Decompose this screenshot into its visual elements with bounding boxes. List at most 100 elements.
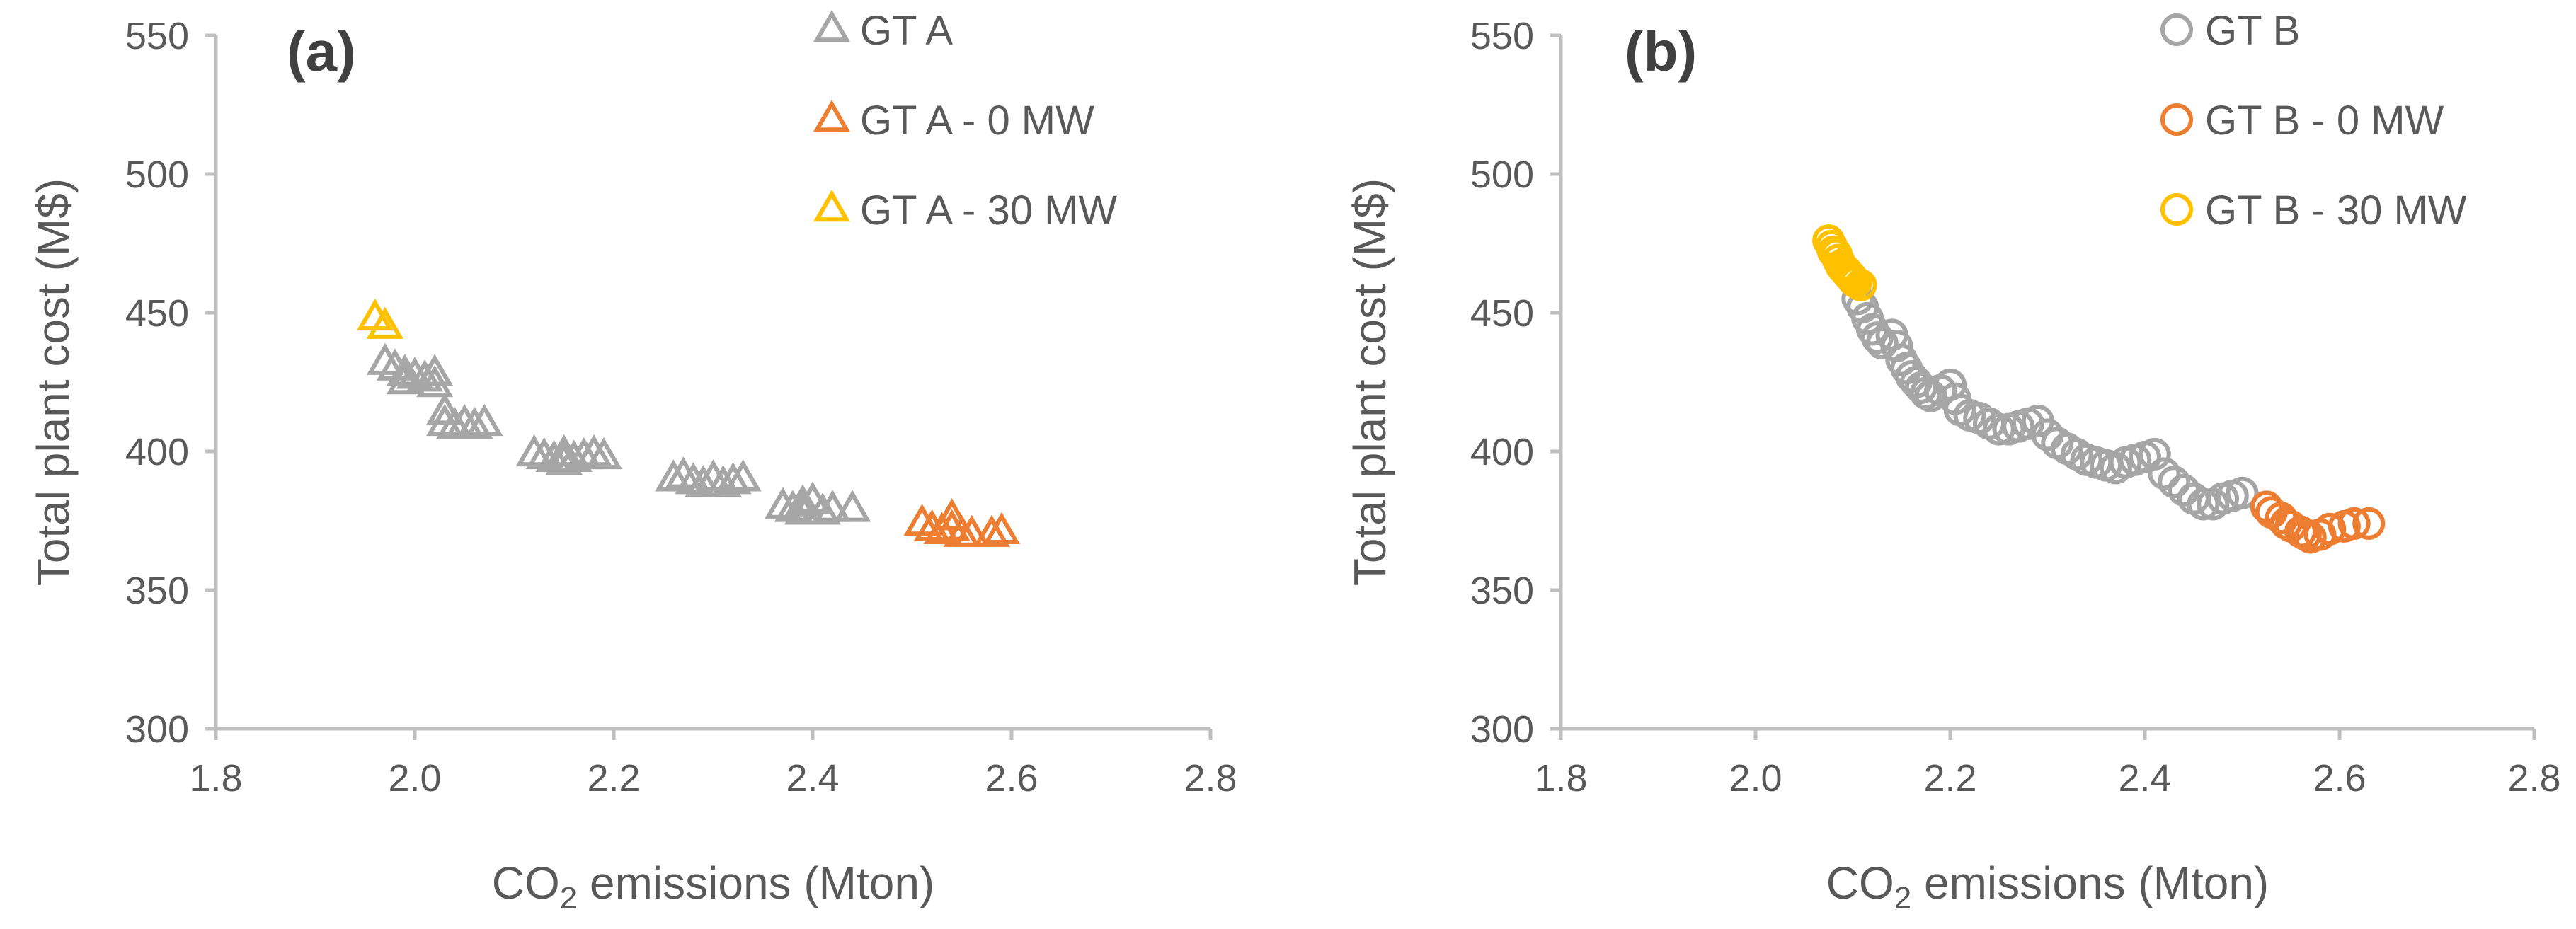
y-tick-label: 500 (1470, 154, 1534, 196)
data-point (973, 514, 1010, 547)
data-point (366, 306, 403, 339)
panel-label: (b) (1625, 20, 1697, 83)
x-tick-label: 2.2 (587, 757, 640, 800)
x-tick-label: 1.8 (189, 757, 242, 800)
data-point (724, 459, 762, 492)
data-point (575, 434, 612, 467)
x-axis-title: CO2 emissions (Mton) (492, 858, 934, 916)
y-tick-label: 350 (125, 570, 189, 612)
legend-label: GT A - 0 MW (860, 98, 1094, 144)
data-point (426, 393, 464, 425)
y-axis-title: Total plant cost (M$) (1344, 178, 1395, 586)
legend-marker (2160, 193, 2193, 226)
data-point (685, 465, 722, 497)
legend-label: GT B (2205, 8, 2300, 54)
legend-marker (813, 189, 851, 222)
data-point (2352, 507, 2386, 540)
x-tick-label: 1.8 (1534, 757, 1587, 800)
y-tick-label: 300 (1470, 708, 1534, 751)
series-0 (366, 342, 871, 525)
data-point (2313, 512, 2347, 546)
data-point (675, 462, 712, 495)
data-point (2158, 466, 2191, 499)
series-2 (356, 298, 403, 339)
y-axis-title: Total plant cost (M$) (28, 178, 79, 586)
y-tick-label: 400 (1470, 431, 1534, 473)
legend-marker (2160, 13, 2193, 46)
x-tick-label: 2.0 (1729, 757, 1782, 800)
y-tick-label: 500 (125, 154, 189, 196)
data-point (515, 434, 553, 467)
data-point (1836, 262, 1870, 296)
chart-panel-a: 300 350 400 450 500 550 1.8 2.0 2.2 2.4 2.6 2.8 Tota… (28, 8, 1237, 916)
x-tick-label: 2.8 (2507, 757, 2560, 800)
data-point (1860, 321, 1894, 354)
y-tick-label: 450 (1470, 292, 1534, 335)
legend-marker (813, 9, 851, 42)
data-point (456, 406, 493, 439)
x-axis-title-suffix: emissions (Mton) (1911, 858, 2269, 908)
x-axis-title-subscript: 2 (560, 881, 577, 916)
data-point (386, 362, 424, 395)
y-tick-label: 550 (1470, 15, 1534, 57)
x-axis-title-prefix: CO (1826, 858, 1894, 908)
data-point (983, 512, 1021, 544)
data-point (416, 354, 454, 386)
data-point (426, 403, 464, 437)
legend-label: GT A (860, 8, 953, 54)
legend-marker (813, 99, 851, 132)
legend-label: GT B - 0 MW (2205, 98, 2444, 144)
data-point (416, 364, 454, 398)
x-axis-title-subscript: 2 (1894, 881, 1911, 916)
data-point (525, 437, 563, 470)
data-point (396, 357, 434, 389)
data-point (814, 490, 852, 522)
x-tick-label: 2.4 (786, 757, 839, 800)
x-axis-title: CO2 emissions (Mton) (1826, 858, 2269, 916)
legend-label: GT B - 30 MW (2205, 187, 2467, 233)
data-point (953, 514, 990, 547)
data-point (386, 354, 424, 386)
y-tick-label: 550 (125, 15, 189, 57)
y-tick-label: 350 (1470, 570, 1534, 612)
panel-label: (a) (287, 20, 356, 83)
data-point (585, 437, 623, 470)
x-axis-title-suffix: emissions (Mton) (577, 858, 934, 908)
data-point (436, 406, 474, 439)
data-point (784, 484, 822, 517)
data-point (764, 487, 801, 519)
series-1 (903, 498, 1021, 547)
data-point (1844, 268, 1877, 301)
data-point (466, 403, 503, 437)
data-point (535, 439, 573, 473)
data-point (2187, 487, 2220, 521)
chart-panel-b: 300 350 400 450 500 550 1.8 2.0 2.2 2.4 2.6 2.8 Tota… (1344, 8, 2561, 916)
data-point (933, 498, 971, 531)
x-tick-label: 2.0 (388, 757, 441, 800)
data-point (803, 492, 842, 525)
data-point (1865, 327, 1899, 360)
legend-marker (2160, 103, 2193, 136)
data-point (446, 403, 483, 437)
x-tick-label: 2.6 (2313, 757, 2366, 800)
x-tick-label: 2.6 (985, 757, 1038, 800)
data-point (2226, 476, 2259, 509)
data-point (2148, 457, 2181, 490)
data-point (655, 459, 692, 492)
x-tick-label: 2.8 (1184, 757, 1237, 800)
series-0 (1841, 282, 2259, 521)
y-tick-label: 450 (125, 292, 189, 335)
data-point (714, 462, 752, 495)
data-point (834, 490, 871, 522)
y-tick-label: 300 (125, 708, 189, 751)
series-1 (2250, 490, 2386, 554)
x-axis-title-prefix: CO (492, 858, 560, 908)
x-tick-label: 2.4 (2118, 757, 2171, 800)
series-2 (1812, 224, 1877, 301)
x-tick-label: 2.2 (1923, 757, 1976, 800)
data-point (2138, 437, 2171, 471)
legend-label: GT A - 30 MW (860, 187, 1117, 233)
data-point (2337, 507, 2371, 540)
y-tick-label: 400 (125, 431, 189, 473)
